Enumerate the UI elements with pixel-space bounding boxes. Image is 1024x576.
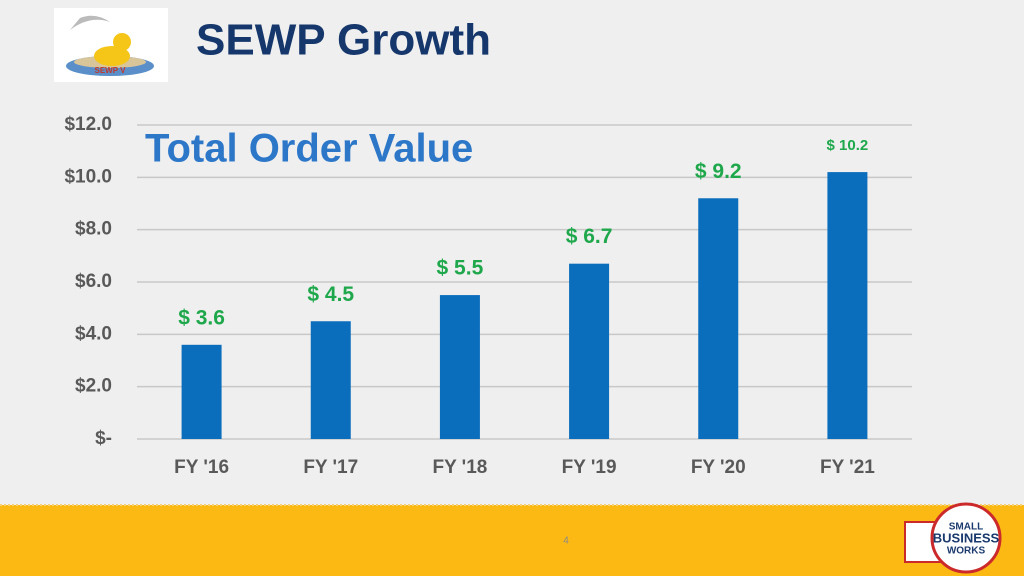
x-tick-label: FY '20 xyxy=(691,457,746,478)
footer-band xyxy=(0,505,1024,576)
x-tick-label: FY '19 xyxy=(562,457,617,478)
value-label: $ 3.6 xyxy=(178,306,225,329)
bar xyxy=(569,263,610,439)
slide-title: SEWP Growth xyxy=(196,16,491,65)
y-tick-label: $4.0 xyxy=(75,323,112,344)
bar xyxy=(310,321,351,439)
logo-text: SEWP V xyxy=(95,66,127,75)
y-tick-label: $6.0 xyxy=(75,271,112,292)
bar xyxy=(827,172,868,439)
bar xyxy=(439,295,480,439)
y-tick-label: $2.0 xyxy=(75,376,112,397)
bar xyxy=(181,344,222,439)
bar xyxy=(698,198,739,439)
chart-title: Total Order Value xyxy=(145,127,473,171)
value-label: $ 4.5 xyxy=(307,283,354,306)
sewp-logo: SEWP V xyxy=(54,8,168,82)
badge-text: WORKS xyxy=(947,546,986,557)
y-tick-label: $12.0 xyxy=(64,114,112,135)
x-tick-label: FY '18 xyxy=(432,457,487,478)
badge-text: SMALL xyxy=(949,522,983,533)
value-label: $ 5.5 xyxy=(437,257,484,280)
badge-text: BUSINESS xyxy=(933,530,1000,545)
y-tick-label: $- xyxy=(95,428,112,449)
badge: SMALL BUSINESS WORKS xyxy=(904,502,1002,574)
x-tick-label: FY '21 xyxy=(820,457,875,478)
y-tick-label: $8.0 xyxy=(75,219,112,240)
y-tick-label: $10.0 xyxy=(64,166,112,187)
page-number: 4 xyxy=(563,536,569,547)
value-label: $ 10.2 xyxy=(827,137,869,154)
value-label: $ 6.7 xyxy=(566,225,613,248)
x-tick-label: FY '17 xyxy=(303,457,358,478)
value-label: $ 9.2 xyxy=(695,160,742,183)
x-tick-label: FY '16 xyxy=(174,457,229,478)
